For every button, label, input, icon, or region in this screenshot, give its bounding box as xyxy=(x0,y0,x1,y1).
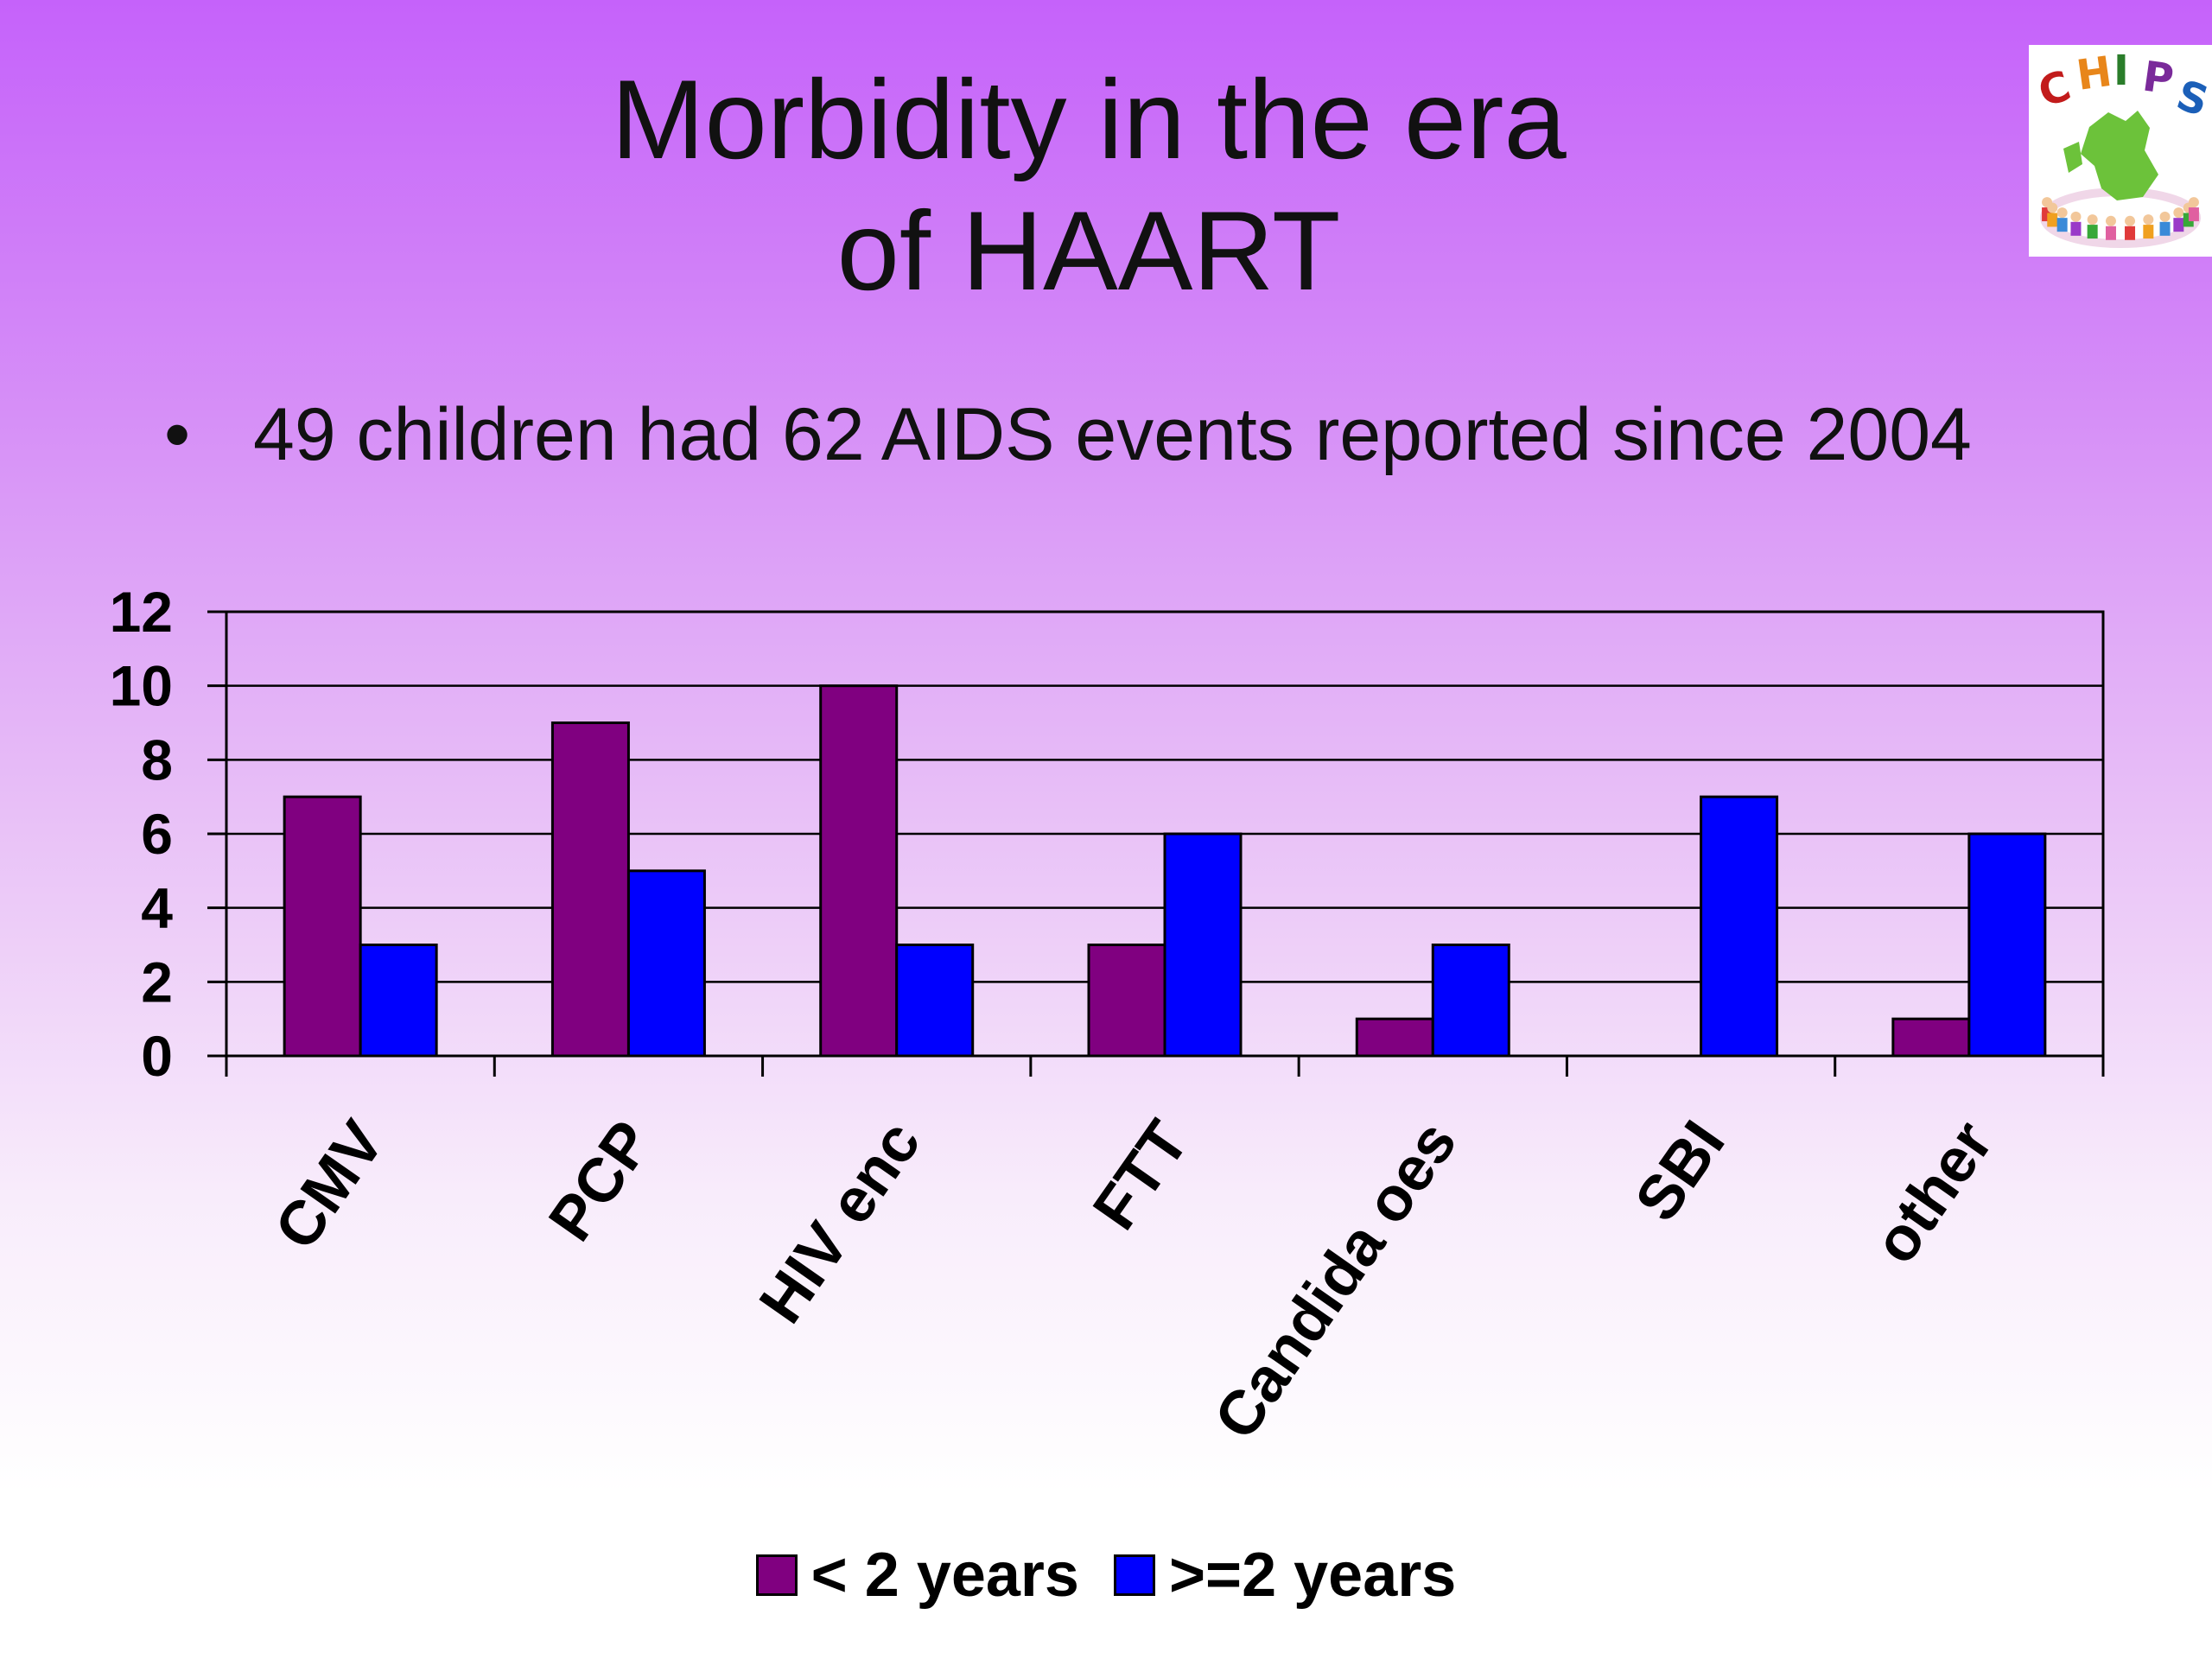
x-category-label: FTT xyxy=(1080,1109,1202,1242)
bullet-marker: • xyxy=(164,393,191,476)
logo-figure-head xyxy=(2125,215,2136,226)
bar-ftt-series-0 xyxy=(1087,944,1166,1058)
bar-pcp-series-0 xyxy=(550,721,630,1058)
legend-swatch-lt2 xyxy=(755,1554,798,1596)
logo-figure-body xyxy=(2173,218,2184,232)
chips-logo-graphic: CHI PS xyxy=(2032,47,2212,248)
logo-figure-body xyxy=(2143,225,2154,239)
x-axis-category-labels: CMV PCP HIV enc FTT Candida oes SBI other xyxy=(262,1109,2006,1452)
legend-item-ge2: >=2 years xyxy=(1113,1536,1457,1614)
x-category-label: Candida oes xyxy=(1201,1109,1470,1452)
x-category-label: other xyxy=(1860,1109,2006,1275)
y-tick-label: 8 xyxy=(141,728,173,791)
bar-hiv-enc-series-1 xyxy=(895,944,975,1058)
logo-figure-head xyxy=(2159,211,2171,222)
title-line-1: Morbidity in the era xyxy=(611,56,1567,182)
legend-label-lt2: < 2 years xyxy=(810,1541,1079,1610)
y-tick-label: 12 xyxy=(110,580,173,644)
logo-figure-head xyxy=(2087,214,2098,226)
bar-ftt-series-1 xyxy=(1163,832,1243,1058)
bar-candida-oes-series-1 xyxy=(1431,944,1510,1058)
x-category-label: HIV enc xyxy=(747,1109,934,1335)
bar-cmv-series-0 xyxy=(283,795,362,1058)
bar-cmv-series-1 xyxy=(359,944,438,1058)
bar-candida-oes-series-0 xyxy=(1355,1017,1434,1058)
bar-pcp-series-1 xyxy=(626,869,706,1058)
logo-figure-head xyxy=(2056,207,2068,219)
logo-figure-head xyxy=(2143,214,2154,226)
logo-figure-body xyxy=(2105,226,2116,240)
bullet-point: • 49 children had 62 AIDS events reported… xyxy=(164,387,1972,482)
logo-figure-head xyxy=(2047,202,2058,213)
logo-figure-body xyxy=(2125,226,2136,240)
logo-figure-body xyxy=(2047,213,2058,227)
logo-figure-head xyxy=(2173,207,2184,219)
legend-swatch-ge2 xyxy=(1113,1554,1155,1596)
bar-sbi-series-1 xyxy=(1700,795,1779,1058)
logo-figure-body xyxy=(2070,221,2082,236)
bar-other-series-0 xyxy=(1891,1017,1971,1058)
y-tick-label: 4 xyxy=(141,876,173,940)
x-category-label: CMV xyxy=(262,1109,397,1262)
y-tick-label: 6 xyxy=(141,802,173,866)
bullet-text: 49 children had 62 AIDS events reported … xyxy=(253,393,1972,476)
logo-letter: I xyxy=(2113,47,2129,95)
axes xyxy=(207,610,2105,1077)
logo-figure-body xyxy=(2188,207,2199,222)
legend-label-ge2: >=2 years xyxy=(1168,1541,1457,1610)
bars xyxy=(283,684,2047,1058)
logo-figure-head xyxy=(2070,211,2082,222)
logo-letter: P xyxy=(2139,52,2177,104)
legend: < 2 years >=2 years xyxy=(0,1536,2212,1614)
logo-figure-head xyxy=(2188,197,2199,208)
x-category-label: SBI xyxy=(1622,1109,1738,1233)
bar-hiv-enc-series-0 xyxy=(819,684,899,1058)
logo-figure-body xyxy=(2159,221,2171,236)
y-axis-tick-labels: 0 2 4 6 8 10 12 xyxy=(110,580,174,1088)
x-category-label: PCP xyxy=(536,1109,665,1253)
y-tick-label: 0 xyxy=(141,1024,173,1088)
logo-letter: H xyxy=(2074,48,2115,100)
bar-other-series-1 xyxy=(1967,832,2047,1058)
logo-figure-body xyxy=(2056,218,2068,232)
slide-title: Morbidity in the era of HAART xyxy=(259,54,1918,316)
y-tick-label: 2 xyxy=(141,950,173,1014)
logo-figure-head xyxy=(2105,215,2116,226)
y-tick-label: 10 xyxy=(110,654,173,718)
logo-figure-body xyxy=(2087,225,2098,239)
title-line-2: of HAART xyxy=(836,188,1341,314)
legend-item-lt2: < 2 years xyxy=(755,1536,1079,1614)
